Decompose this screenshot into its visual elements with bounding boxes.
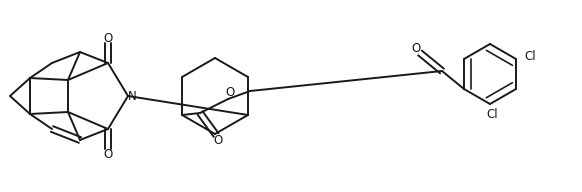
Text: N: N (127, 89, 136, 103)
Text: O: O (225, 85, 235, 98)
Text: O: O (104, 147, 113, 161)
Text: O: O (104, 31, 113, 45)
Text: O: O (214, 135, 223, 147)
Text: Cl: Cl (524, 50, 536, 64)
Text: O: O (411, 41, 421, 55)
Text: Cl: Cl (486, 108, 498, 121)
